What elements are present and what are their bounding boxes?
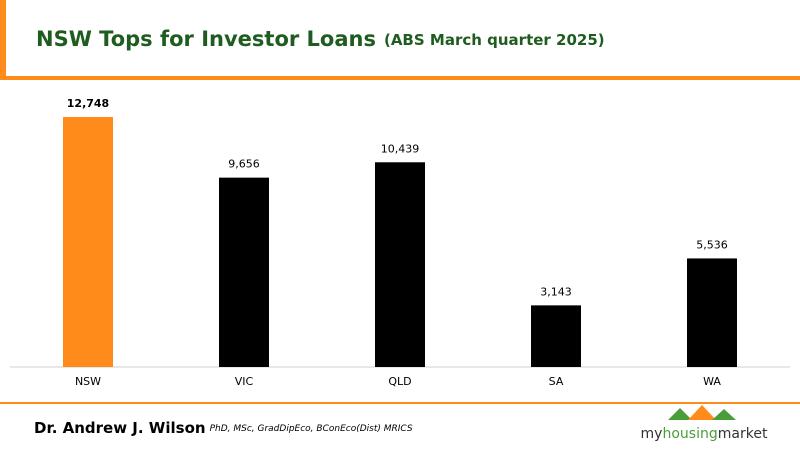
logo-part: market xyxy=(718,426,768,442)
bar xyxy=(375,162,425,367)
value-label: 5,536 xyxy=(696,238,728,251)
value-label: 9,656 xyxy=(228,158,260,171)
value-label: 10,439 xyxy=(381,142,420,155)
logo-house xyxy=(688,405,716,420)
logo-house xyxy=(668,408,692,420)
bar xyxy=(687,258,737,367)
author: Dr. Andrew J. Wilson xyxy=(34,419,206,437)
logo: myhousingmarket xyxy=(641,405,768,442)
logo-part: housing xyxy=(662,426,717,442)
x-tick-label: NSW xyxy=(75,375,101,388)
bar xyxy=(531,305,581,367)
x-tick-label: QLD xyxy=(388,375,411,388)
x-tick-label: VIC xyxy=(235,375,254,388)
logo-house xyxy=(712,409,736,420)
title: NSW Tops for Investor Loans xyxy=(36,27,376,51)
title-rule xyxy=(0,76,800,80)
footer-author: Dr. Andrew J. Wilson PhD, MSc, GradDipEco… xyxy=(34,419,413,437)
credentials: PhD, MSc, GradDipEco, BConEco(Dist) MRIC… xyxy=(210,424,413,434)
chart-title: NSW Tops for Investor Loans (ABS March qu… xyxy=(36,27,605,51)
subtitle: (ABS March quarter 2025) xyxy=(384,31,605,49)
x-tick-label: SA xyxy=(549,375,564,388)
value-label: 3,143 xyxy=(540,285,572,298)
bar xyxy=(63,117,113,367)
x-tick-label: WA xyxy=(703,375,721,388)
value-label: 12,748 xyxy=(67,97,109,110)
bar xyxy=(219,177,269,367)
logo-part: my xyxy=(641,426,663,442)
footer-rule xyxy=(0,402,800,404)
accent-bar xyxy=(0,0,6,80)
logo-text: myhousingmarket xyxy=(641,426,768,442)
